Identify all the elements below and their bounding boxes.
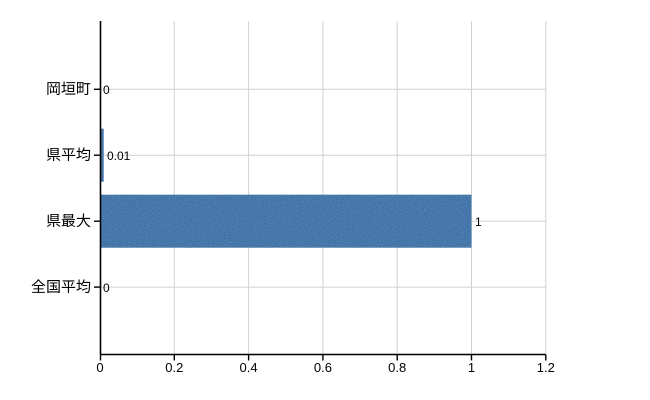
svg-text:0: 0: [103, 83, 110, 97]
svg-text:0: 0: [103, 281, 110, 295]
svg-text:1.2: 1.2: [537, 360, 555, 375]
svg-text:0.4: 0.4: [240, 360, 258, 375]
svg-text:県平均: 県平均: [46, 146, 91, 164]
svg-text:0.01: 0.01: [107, 149, 131, 163]
svg-text:0.6: 0.6: [314, 360, 332, 375]
svg-text:1: 1: [475, 215, 482, 229]
svg-text:県最大: 県最大: [46, 213, 91, 230]
svg-text:全国平均: 全国平均: [31, 278, 91, 296]
svg-text:0.2: 0.2: [165, 360, 183, 375]
svg-text:0.8: 0.8: [388, 360, 406, 375]
svg-text:0: 0: [96, 360, 103, 375]
svg-text:岡垣町: 岡垣町: [46, 81, 91, 98]
svg-text:1: 1: [468, 360, 475, 375]
